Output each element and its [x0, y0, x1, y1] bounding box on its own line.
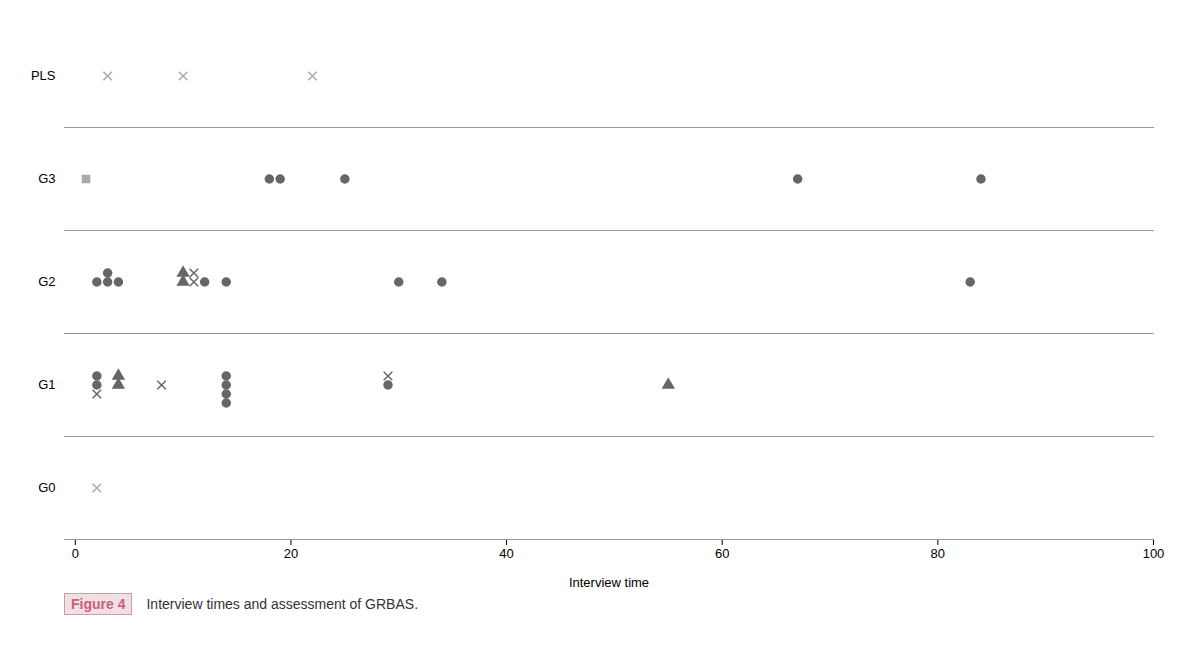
svg-text:Interview time: Interview time: [569, 575, 649, 590]
svg-text:G0: G0: [38, 480, 55, 495]
html-text:Figure 4: Figure 4: [71, 596, 126, 612]
svg-text:PLS: PLS: [31, 68, 56, 83]
svg-text:G1: G1: [38, 377, 55, 392]
svg-text:0: 0: [72, 546, 79, 561]
svg-text:60: 60: [715, 546, 729, 561]
svg-text:G3: G3: [38, 171, 55, 186]
html-text:Interview times and assessment: Interview times and assessment of GRBAS.: [146, 596, 418, 612]
svg-text:20: 20: [284, 546, 298, 561]
svg-text:80: 80: [931, 546, 945, 561]
svg-text:G2: G2: [38, 274, 55, 289]
svg-text:40: 40: [499, 546, 513, 561]
svg-text:100: 100: [1143, 546, 1165, 561]
